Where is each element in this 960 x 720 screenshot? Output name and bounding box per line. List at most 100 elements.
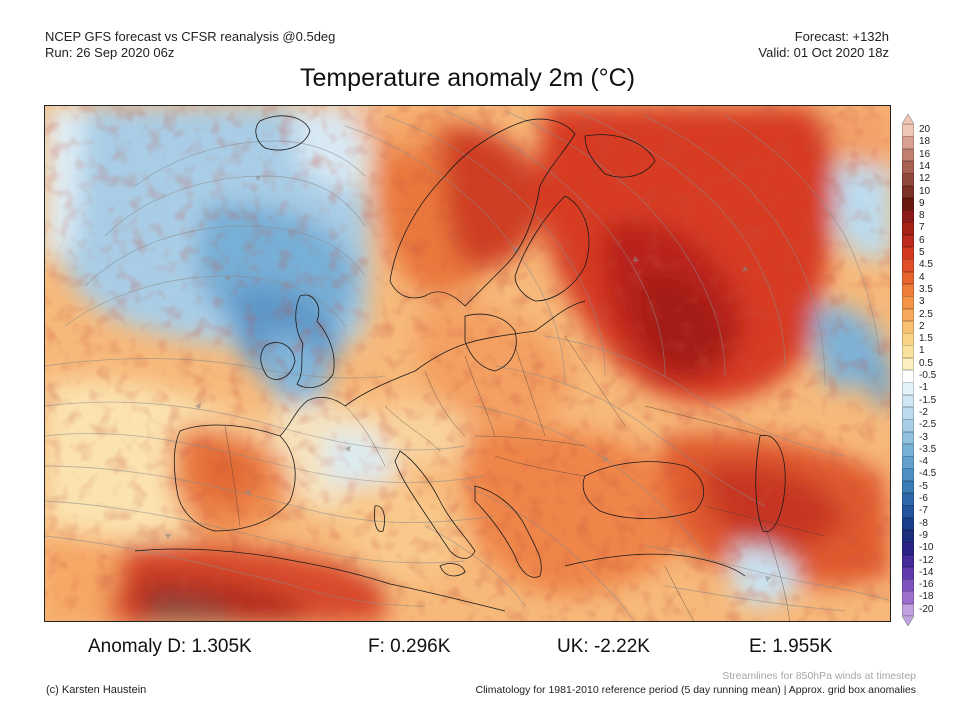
map-title: Temperature anomaly 2m (°C)	[299, 64, 636, 92]
streamlines-850hpa	[45, 110, 890, 621]
colorbar-swatch	[902, 529, 914, 543]
colorbar-label: -2.5	[919, 419, 937, 431]
colorbar-label: -16	[919, 579, 934, 591]
colorbar-label: -1	[919, 382, 928, 394]
colorbar-swatch	[902, 370, 914, 383]
colorbar-label: -3	[919, 431, 928, 443]
colorbar-label: -0.5	[919, 370, 937, 381]
colorbar-label: 3	[919, 296, 925, 308]
valid-line: Valid: 01 Oct 2020 18z	[758, 45, 889, 60]
colorbar-label: 1.5	[919, 333, 933, 345]
header-left: NCEP GFS forecast vs CFSR reanalysis @0.…	[45, 29, 335, 61]
colorbar-label: 6	[919, 234, 925, 246]
colorbar-swatch	[902, 136, 914, 150]
colorbar-swatch	[902, 345, 914, 359]
model-line: NCEP GFS forecast vs CFSR reanalysis @0.…	[45, 29, 336, 44]
colorbar-label: 2.5	[919, 308, 933, 320]
colorbar-swatch	[902, 382, 914, 396]
colorbar-label: 20	[919, 124, 931, 135]
climatology-note: Climatology for 1981-2010 reference peri…	[475, 684, 916, 696]
colorbar-swatch	[902, 234, 914, 248]
colorbar-label: 12	[919, 173, 931, 185]
colorbar-swatch	[902, 554, 914, 568]
colorbar-swatch	[902, 247, 914, 260]
colorbar-swatch	[902, 296, 914, 309]
anomaly-france: F: 0.296K	[368, 636, 451, 657]
colorbar-swatch	[902, 160, 914, 174]
colorbar-label: -4.5	[919, 468, 937, 480]
colorbar-label: -6	[919, 493, 928, 504]
colorbar-label: 0.5	[919, 357, 933, 369]
colorbar-label: -1.5	[919, 394, 937, 406]
colorbar-top-arrow	[901, 114, 915, 124]
colorbar-swatch	[902, 148, 914, 162]
coastlines	[134, 115, 786, 612]
colorbar-swatch	[902, 271, 914, 285]
colorbar-label: -3.5	[919, 443, 937, 455]
colorbar-swatch	[902, 431, 914, 445]
colorbar-swatch	[902, 259, 914, 273]
colorbar-legend: 20 18 16 14 12 10 9 8 7 6 5 4.5 4 3.5 3 2.5 2 1.5 1 0.5 -0.5…	[898, 114, 958, 626]
colorbar-label: 9	[919, 197, 925, 209]
colorbar-swatch	[902, 480, 914, 494]
colorbar-bottom-arrow	[901, 616, 915, 626]
colorbar-swatch	[902, 419, 914, 432]
colorbar-swatch	[902, 505, 914, 519]
colorbar-swatch	[902, 468, 914, 482]
colorbar-swatch	[902, 173, 914, 186]
colorbar-swatch	[902, 308, 914, 322]
colorbar-label: 16	[919, 148, 931, 160]
colorbar-swatch	[902, 517, 914, 531]
colorbar-swatch	[902, 320, 914, 334]
colorbar-swatch	[902, 542, 914, 555]
colorbar-label: 10	[919, 185, 931, 197]
anomaly-uk: UK: -2.22K	[557, 636, 650, 657]
temperature-anomaly-map	[44, 105, 891, 622]
colorbar-swatch	[902, 222, 914, 236]
colorbar-label: -5	[919, 480, 928, 492]
colorbar-label: 1	[919, 345, 925, 357]
streamline-note: Streamlines for 850hPa winds at timestep	[722, 670, 916, 682]
colorbar-swatch	[902, 210, 914, 223]
colorbar-label: -2	[919, 406, 928, 418]
colorbar-swatch	[902, 394, 914, 408]
colorbar-swatch	[902, 456, 914, 469]
colorbar-label: -14	[919, 566, 934, 578]
colorbar-swatch	[902, 357, 914, 371]
colorbar-label: 4.5	[919, 259, 933, 271]
colorbar-label: -7	[919, 505, 928, 517]
colorbar-label: 8	[919, 210, 925, 222]
colorbar-label: 5	[919, 247, 925, 258]
colorbar-swatch	[902, 333, 914, 346]
forecast-line: Forecast: +132h	[794, 29, 889, 44]
colorbar-label: -4	[919, 456, 928, 468]
colorbar-label: -8	[919, 517, 928, 529]
run-line: Run: 26 Sep 2020 06z	[45, 45, 175, 60]
colorbar-label: 3.5	[919, 283, 933, 295]
colorbar-label: 4	[919, 271, 925, 283]
anomaly-spain: E: 1.955K	[749, 636, 833, 657]
colorbar-swatch	[902, 579, 914, 592]
colorbar-swatch	[902, 493, 914, 506]
anomaly-germany: Anomaly D: 1.305K	[88, 636, 252, 657]
colorbar-label: -12	[919, 554, 934, 566]
colorbar-label: 18	[919, 136, 931, 148]
colorbar-swatch	[902, 443, 914, 457]
colorbar-label: 7	[919, 222, 925, 234]
colorbar-label: -20	[919, 603, 934, 615]
country-borders	[224, 335, 826, 621]
colorbar-label: 14	[919, 160, 931, 172]
colorbar-swatch	[902, 603, 914, 617]
colorbar-label: 2	[919, 320, 925, 332]
colorbar-swatch	[902, 406, 914, 420]
colorbar-swatch	[902, 283, 914, 297]
colorbar-swatch	[902, 197, 914, 211]
credit: (c) Karsten Haustein	[46, 684, 147, 696]
colorbar-swatch	[902, 124, 914, 137]
header-right: Forecast: +132h Valid: 01 Oct 2020 18z	[758, 29, 889, 61]
colorbar-swatch	[902, 185, 914, 199]
colorbar-label: -10	[919, 542, 934, 554]
colorbar-label: -9	[919, 529, 928, 541]
colorbar-label: -18	[919, 591, 934, 603]
colorbar-swatch	[902, 566, 914, 580]
